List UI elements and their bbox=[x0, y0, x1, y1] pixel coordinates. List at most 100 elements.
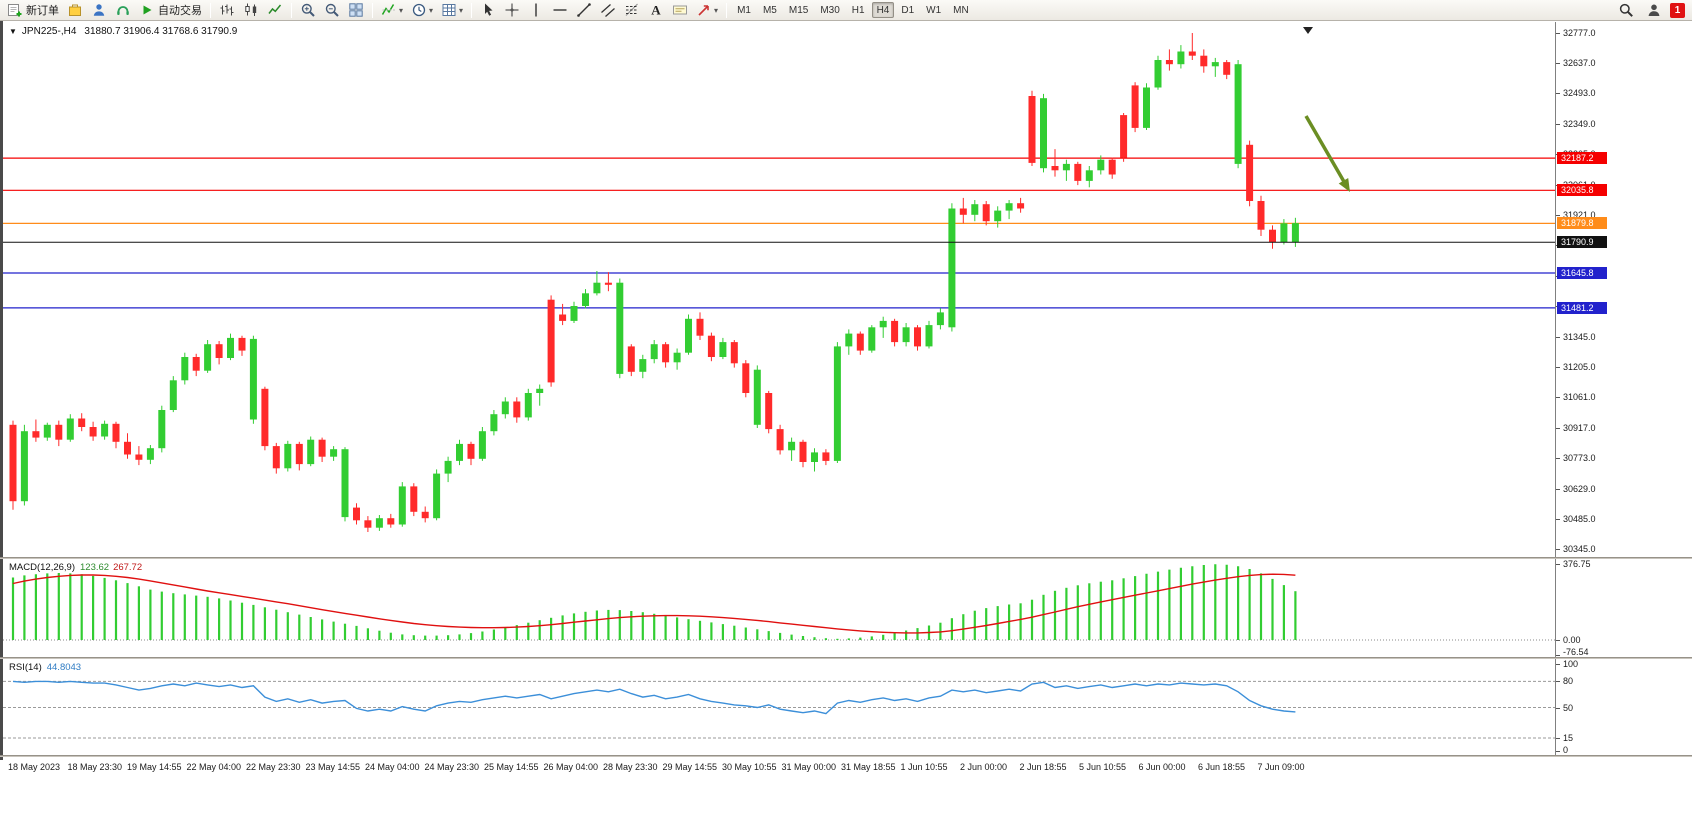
timeframe-h4[interactable]: H4 bbox=[871, 2, 895, 18]
templates-grid-button[interactable]: ▾ bbox=[437, 1, 467, 19]
indicators-button[interactable]: ▾ bbox=[377, 1, 407, 19]
autotrade-button[interactable]: 自动交易 bbox=[135, 1, 206, 19]
price-axis[interactable]: 32777.032637.032493.032349.032205.032061… bbox=[1555, 22, 1689, 557]
arrow-annotation[interactable] bbox=[1304, 115, 1350, 192]
price-tick-label: 30485.0 bbox=[1563, 514, 1596, 525]
timeframe-m5[interactable]: M5 bbox=[762, 5, 777, 16]
rsi-tickmark bbox=[1556, 707, 1560, 709]
rsi-panel[interactable]: RSI(14) 44.8043 100 80 50 15 0 bbox=[3, 659, 1689, 755]
timeframe-w1[interactable]: W1 bbox=[926, 5, 942, 16]
macd-panel[interactable]: MACD(12,26,9) 123.62 267.72 376.75 0.00 -76.… bbox=[3, 559, 1689, 657]
ohlc-collapse-triangle-icon[interactable]: ▼ bbox=[9, 27, 17, 36]
fibonacci-icon bbox=[624, 2, 640, 18]
horizontal-line-button[interactable] bbox=[548, 1, 572, 19]
price-level-badge: 32187.2 bbox=[1557, 152, 1607, 165]
user-account-button[interactable] bbox=[1642, 1, 1666, 19]
fibonacci-button[interactable] bbox=[620, 1, 644, 19]
crosshair-button[interactable] bbox=[500, 1, 524, 19]
horizontal-line-icon bbox=[552, 2, 568, 18]
candlestick-chart[interactable] bbox=[3, 22, 1555, 557]
price-tickmark bbox=[1556, 62, 1560, 64]
macd-chart[interactable] bbox=[3, 559, 1555, 657]
panel-separator[interactable] bbox=[0, 657, 1692, 659]
rsi-tick-label: 0 bbox=[1563, 745, 1569, 755]
timeframe-mn[interactable]: MN bbox=[953, 5, 969, 16]
notification-badge[interactable]: 1 bbox=[1670, 2, 1685, 18]
arrows-button[interactable]: ▾ bbox=[692, 1, 722, 19]
zoom-out-button[interactable] bbox=[320, 1, 344, 19]
price-level-badge: 32035.8 bbox=[1557, 184, 1607, 197]
price-tick-label: 30917.0 bbox=[1563, 422, 1596, 433]
time-axis-label: 26 May 04:00 bbox=[543, 762, 599, 772]
time-axis[interactable]: 18 May 2023 18 May 23:30 19 May 14:55 22 Ma… bbox=[3, 757, 1689, 781]
time-axis-label: 18 May 2023 bbox=[8, 762, 61, 772]
timeframe-m15[interactable]: M15 bbox=[788, 5, 809, 16]
toolbar-separator bbox=[210, 2, 211, 18]
crosshair-icon bbox=[504, 2, 520, 18]
autotrade-label: 自动交易 bbox=[158, 5, 202, 17]
price-tickmark bbox=[1556, 427, 1560, 429]
rsi-axis[interactable]: 100 80 50 15 0 bbox=[1555, 659, 1689, 755]
bar-chart-icon bbox=[219, 2, 235, 18]
timeframe-h1[interactable]: H1 bbox=[851, 5, 865, 16]
timeframe-d1[interactable]: D1 bbox=[901, 5, 915, 16]
periods-clock-button[interactable]: ▾ bbox=[407, 1, 437, 19]
price-chart-panel[interactable]: ▼ JPN225-,H4 31880.7 31906.4 31768.6 31790… bbox=[3, 22, 1689, 557]
community-button[interactable] bbox=[87, 1, 111, 19]
price-tickmark bbox=[1556, 123, 1560, 125]
rsi-tickmark bbox=[1556, 664, 1560, 665]
candlestick-button[interactable] bbox=[239, 1, 263, 19]
rsi-chart[interactable] bbox=[3, 659, 1555, 755]
macd-tick-label: 0.00 bbox=[1563, 635, 1581, 645]
timeframe-m1[interactable]: M1 bbox=[737, 5, 751, 16]
search-icon bbox=[1618, 2, 1634, 18]
panel-separator[interactable] bbox=[0, 755, 1692, 757]
panel-separator[interactable] bbox=[0, 557, 1692, 559]
time-axis-label: 31 May 00:00 bbox=[781, 762, 837, 772]
community-icon bbox=[91, 2, 107, 18]
market-button[interactable] bbox=[63, 1, 87, 19]
timeframe-m30[interactable]: M30 bbox=[820, 5, 840, 16]
price-tick-label: 31345.0 bbox=[1563, 331, 1596, 342]
price-tick-label: 32637.0 bbox=[1563, 57, 1596, 68]
equidistant-channel-button[interactable] bbox=[596, 1, 620, 19]
bar-chart-button[interactable] bbox=[215, 1, 239, 19]
trendline-icon bbox=[576, 2, 592, 18]
periods-clock-icon bbox=[411, 2, 427, 18]
arrows-icon bbox=[696, 2, 712, 18]
time-axis-label: 7 Jun 09:00 bbox=[1257, 762, 1305, 772]
cursor-button[interactable] bbox=[476, 1, 500, 19]
price-tick-label: 32349.0 bbox=[1563, 118, 1596, 129]
support-button[interactable] bbox=[111, 1, 135, 19]
time-axis-label: 22 May 23:30 bbox=[246, 762, 301, 772]
trendline-button[interactable] bbox=[572, 1, 596, 19]
line-chart-button[interactable] bbox=[263, 1, 287, 19]
price-tickmark bbox=[1556, 93, 1560, 95]
price-tick-label: 32493.0 bbox=[1563, 88, 1596, 99]
time-axis-label: 2 Jun 00:00 bbox=[960, 762, 1008, 772]
zoom-in-button[interactable] bbox=[296, 1, 320, 19]
time-axis-label: 29 May 14:55 bbox=[662, 762, 718, 772]
price-tick-label: 32777.0 bbox=[1563, 28, 1596, 38]
new-order-button[interactable]: 新订单 bbox=[3, 1, 63, 19]
price-level-badge: 31481.2 bbox=[1557, 301, 1607, 314]
macd-axis[interactable]: 376.75 0.00 -76.54 bbox=[1555, 559, 1689, 657]
time-axis-label: 1 Jun 10:55 bbox=[900, 762, 948, 772]
time-axis-label: 19 May 14:55 bbox=[127, 762, 182, 772]
zoom-out-icon bbox=[324, 2, 340, 18]
time-axis-label: 5 Jun 10:55 bbox=[1079, 762, 1127, 772]
main-toolbar: 新订单 自动交易 ▾ ▾ ▾ A ▾ M1 M5 M15 M30 H1 H4 D1 W1 MN 1 bbox=[0, 0, 1692, 21]
macd-tick-label: 376.75 bbox=[1563, 559, 1591, 569]
price-tickmark bbox=[1556, 336, 1560, 338]
tile-windows-button[interactable] bbox=[344, 1, 368, 19]
text-button[interactable]: A bbox=[644, 1, 668, 19]
time-axis-label: 24 May 23:30 bbox=[424, 762, 480, 772]
time-axis-label: 23 May 14:55 bbox=[305, 762, 361, 772]
text-label-button[interactable] bbox=[668, 1, 692, 19]
price-level-badge: 31790.9 bbox=[1557, 236, 1607, 249]
support-icon bbox=[115, 2, 131, 18]
search-button[interactable] bbox=[1614, 1, 1638, 19]
macd-tickmark bbox=[1556, 655, 1560, 657]
vertical-line-button[interactable] bbox=[524, 1, 548, 19]
